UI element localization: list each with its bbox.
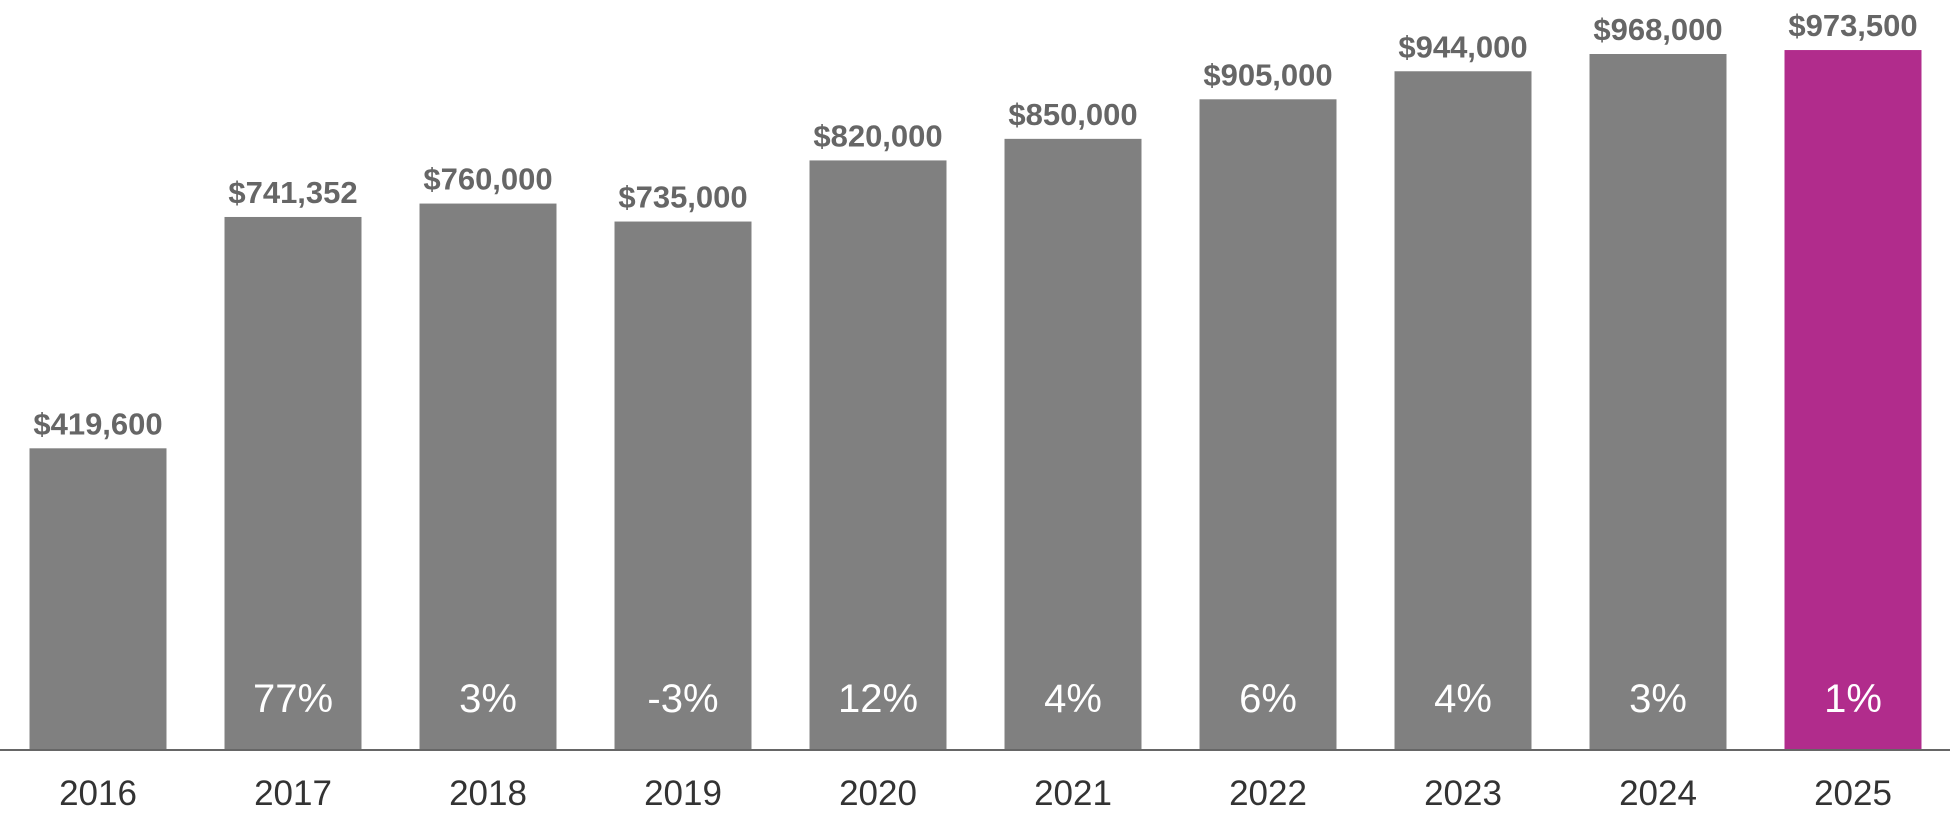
value-label-2023: $944,000 <box>1398 29 1527 64</box>
bar-2016 <box>29 448 167 750</box>
bars-group <box>29 50 1922 751</box>
x-tick-label-2017: 2017 <box>254 774 332 813</box>
bar-2023 <box>1394 71 1532 751</box>
bar-2018 <box>419 203 557 750</box>
value-label-2024: $968,000 <box>1593 12 1722 47</box>
bar-2020 <box>809 160 947 751</box>
change-label-2024: 3% <box>1629 677 1687 721</box>
x-tick-label-2016: 2016 <box>59 774 137 813</box>
change-label-2020: 12% <box>838 677 918 721</box>
bar-2019 <box>614 221 752 750</box>
bar-2022 <box>1199 99 1337 751</box>
bar-2017 <box>224 216 362 751</box>
value-labels-group: $419,600 $741,352 $760,000 $735,000 $820,000… <box>33 8 1917 441</box>
value-label-2017: $741,352 <box>228 175 357 210</box>
change-label-2018: 3% <box>459 677 517 721</box>
value-label-2019: $735,000 <box>618 180 747 215</box>
value-label-2021: $850,000 <box>1008 97 1137 132</box>
change-label-2017: 77% <box>253 677 333 721</box>
x-tick-label-2024: 2024 <box>1619 774 1697 813</box>
change-label-2023: 4% <box>1434 677 1492 721</box>
bar-2021 <box>1004 138 1142 751</box>
x-tick-label-2019: 2019 <box>644 774 722 813</box>
value-label-2022: $905,000 <box>1203 57 1332 92</box>
x-tick-label-2023: 2023 <box>1424 774 1502 813</box>
value-label-2018: $760,000 <box>423 162 552 197</box>
value-label-2025: $973,500 <box>1788 8 1917 43</box>
change-label-2021: 4% <box>1044 677 1102 721</box>
value-label-2020: $820,000 <box>813 118 942 153</box>
change-label-2022: 6% <box>1239 677 1297 721</box>
x-axis-tick-labels: 2016 2017 2018 2019 2020 2021 2022 2023 2024 2025 <box>59 774 1892 813</box>
bar-2025 <box>1784 50 1922 750</box>
x-tick-label-2022: 2022 <box>1229 774 1307 813</box>
x-tick-label-2021: 2021 <box>1034 774 1112 813</box>
x-tick-label-2020: 2020 <box>839 774 917 813</box>
x-tick-label-2025: 2025 <box>1814 774 1892 813</box>
change-labels-group: 77% 3% -3% 12% 4% 6% 4% 3% 1% <box>253 677 1882 721</box>
change-label-2025: 1% <box>1824 677 1882 721</box>
bar-2024 <box>1589 54 1727 751</box>
x-tick-label-2018: 2018 <box>449 774 527 813</box>
change-label-2019: -3% <box>647 677 718 721</box>
value-label-2016: $419,600 <box>33 406 162 441</box>
